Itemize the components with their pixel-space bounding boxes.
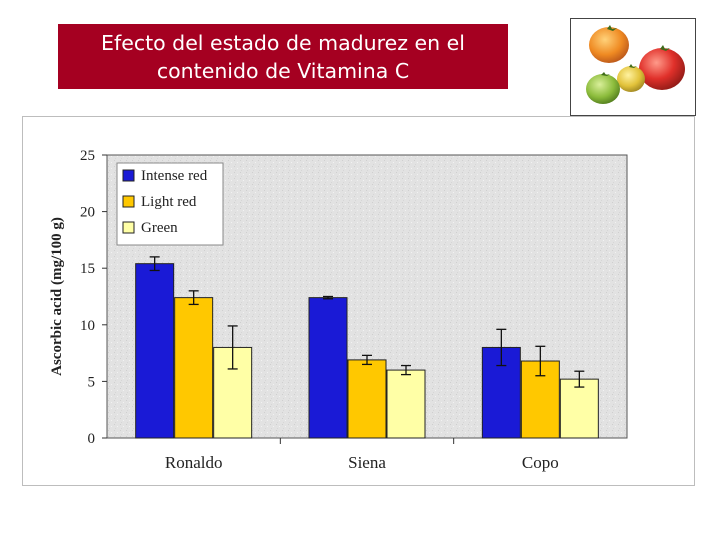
- legend-swatch: [122, 221, 135, 234]
- category-label: Copo: [522, 453, 559, 472]
- y-tick-label: 0: [88, 431, 96, 447]
- tomatoes-illustration: [586, 25, 685, 104]
- y-tick-label: 10: [80, 318, 95, 334]
- legend-label: Light red: [141, 194, 197, 210]
- legend-swatch: [122, 195, 135, 208]
- bar-light-red: [174, 297, 214, 439]
- tomatoes-photo: [570, 18, 696, 116]
- legend-swatch: [122, 169, 135, 182]
- bar-green: [386, 369, 426, 439]
- slide-title: Efecto del estado de madurez en el conte…: [58, 24, 508, 89]
- slide-title-line-2: contenido de Vitamina C: [156, 59, 410, 83]
- y-tick-label: 20: [80, 205, 95, 221]
- legend-label: Green: [141, 220, 178, 236]
- legend-label: Intense red: [141, 168, 208, 184]
- y-tick-label: 25: [80, 148, 95, 164]
- bar-green: [559, 378, 599, 439]
- y-tick-label: 5: [88, 374, 96, 390]
- legend: [116, 162, 224, 246]
- slide-title-line-1: Efecto del estado de madurez en el: [101, 31, 465, 55]
- chart-frame: 0 5 10 15 20 25 Ascorbic acid (mg/100 g) Ronald…: [22, 116, 695, 486]
- bar-intense-red: [135, 263, 175, 439]
- bar-intense-red: [308, 297, 348, 439]
- y-tick-label: 15: [80, 261, 95, 277]
- bar-light-red: [347, 359, 387, 439]
- category-label: Siena: [348, 453, 386, 472]
- y-axis-label: Ascorbic acid (mg/100 g): [49, 217, 65, 376]
- vitamin-c-bar-chart: 0 5 10 15 20 25 Ascorbic acid (mg/100 g) Ronald…: [49, 148, 628, 472]
- category-label: Ronaldo: [165, 453, 223, 472]
